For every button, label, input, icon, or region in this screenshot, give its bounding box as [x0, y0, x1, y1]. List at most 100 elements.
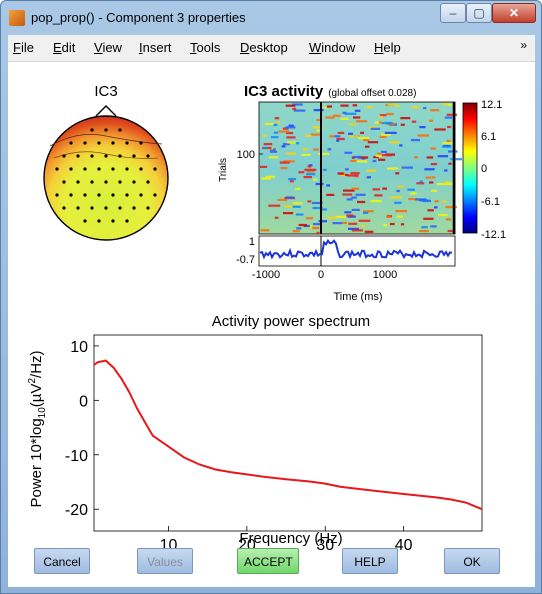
electrode-marker [111, 141, 115, 145]
electrode-marker [139, 141, 143, 145]
trial-speckle [365, 145, 370, 148]
trial-speckle [382, 187, 387, 190]
cancel-button[interactable]: Cancel [34, 548, 90, 574]
trial-speckle [307, 200, 312, 203]
trial-speckle [380, 133, 391, 136]
trial-speckle [279, 161, 290, 164]
trial-speckle [401, 166, 413, 169]
trial-speckle [390, 196, 402, 199]
menu-insert[interactable]: Insert [139, 40, 172, 55]
trial-speckle [434, 206, 438, 209]
help-button[interactable]: HELP [342, 548, 398, 574]
close-button[interactable]: ✕ [492, 3, 536, 23]
menu-view-accel: V [94, 40, 103, 55]
spectrum-ytick-label: 0 [79, 393, 88, 410]
trial-speckle [347, 215, 356, 218]
trial-speckle [377, 152, 381, 155]
menu-bar: File Edit View Insert Tools Desktop Wind… [8, 35, 535, 62]
electrode-marker [83, 193, 87, 197]
trial-speckle [410, 139, 420, 142]
values-button[interactable]: Values [137, 548, 193, 574]
menu-window[interactable]: Window [309, 40, 355, 55]
trial-speckle [381, 121, 393, 125]
minimize-button[interactable]: – [440, 3, 466, 23]
trial-speckle [344, 112, 357, 115]
trial-speckle [366, 169, 377, 172]
trial-speckle [337, 172, 344, 175]
trial-speckle [354, 109, 361, 112]
menu-insert-accel: I [139, 40, 143, 55]
trial-speckle [284, 205, 296, 208]
cbar-tick-0: 12.1 [481, 99, 502, 111]
trial-speckle [348, 222, 358, 225]
menu-overflow-icon[interactable]: » [520, 38, 527, 52]
trial-speckle [318, 220, 327, 223]
electrode-marker [139, 167, 143, 171]
trial-speckle [351, 229, 363, 232]
trial-speckle [360, 131, 364, 134]
ylabel-part-b: (µV [28, 384, 45, 408]
menu-file[interactable]: File [13, 40, 34, 55]
trial-speckle [286, 136, 296, 139]
trial-speckle [430, 109, 440, 112]
menu-tools[interactable]: Tools [190, 40, 220, 55]
trial-speckle [342, 193, 353, 196]
electrode-marker [83, 219, 87, 223]
trial-speckle [431, 176, 436, 179]
ylabel-part-c: /Hz) [28, 350, 45, 378]
electrode-markers [55, 128, 157, 223]
trial-speckle [273, 131, 279, 134]
electrode-marker [153, 193, 157, 197]
trial-speckle [409, 192, 415, 195]
trial-speckle [292, 107, 297, 110]
trial-speckle [434, 200, 439, 203]
ok-button[interactable]: OK [444, 548, 500, 574]
trial-speckle [423, 217, 434, 220]
trial-speckle [421, 226, 428, 229]
trial-speckle [282, 212, 294, 215]
menu-desktop[interactable]: Desktop [240, 40, 288, 55]
trial-speckle [412, 192, 417, 195]
trial-speckle [358, 136, 370, 140]
menu-edit[interactable]: Edit [53, 40, 75, 55]
trial-speckle [357, 156, 369, 159]
trial-speckle [277, 198, 288, 201]
maximize-button[interactable]: ▢ [466, 3, 492, 23]
trial-speckle [326, 193, 335, 196]
trial-speckle [274, 117, 280, 120]
trial-speckle [426, 156, 434, 159]
trial-speckle [353, 155, 361, 159]
trial-speckle [340, 174, 350, 177]
erp-ytick-100: 100 [237, 149, 255, 161]
colorbar: 12.1 6.1 0 -6.1 -12.1 [462, 99, 506, 241]
trial-speckle [313, 148, 319, 151]
title-bar[interactable]: pop_prop() - Component 3 properties – ▢ … [1, 1, 541, 35]
trial-speckle [379, 115, 383, 118]
trial-speckle [349, 135, 360, 138]
accept-button[interactable]: ACCEPT [237, 548, 299, 574]
trial-speckle [366, 106, 373, 109]
trial-speckle [438, 214, 448, 217]
trial-speckle [370, 127, 381, 130]
window-title: pop_prop() - Component 3 properties [31, 10, 246, 25]
erpimage-subtitle: (global offset 0.028) [328, 88, 416, 99]
menu-insert-label: nsert [142, 40, 172, 55]
trial-speckle [308, 164, 313, 167]
trial-speckle [390, 222, 395, 226]
trial-speckle [312, 206, 323, 210]
trial-speckle [329, 135, 335, 138]
electrode-marker [69, 193, 73, 197]
trial-speckle [399, 144, 403, 147]
electrode-marker [104, 180, 108, 184]
electrode-marker [97, 193, 101, 197]
trial-speckle [356, 120, 368, 123]
trial-speckle [386, 215, 392, 218]
trial-speckle [350, 159, 357, 163]
trial-speckle [285, 104, 296, 107]
menu-view[interactable]: View [94, 40, 122, 55]
menu-help[interactable]: Help [374, 40, 401, 55]
trial-speckle [305, 217, 313, 220]
trial-speckle [260, 229, 270, 232]
trial-speckle [430, 225, 437, 228]
